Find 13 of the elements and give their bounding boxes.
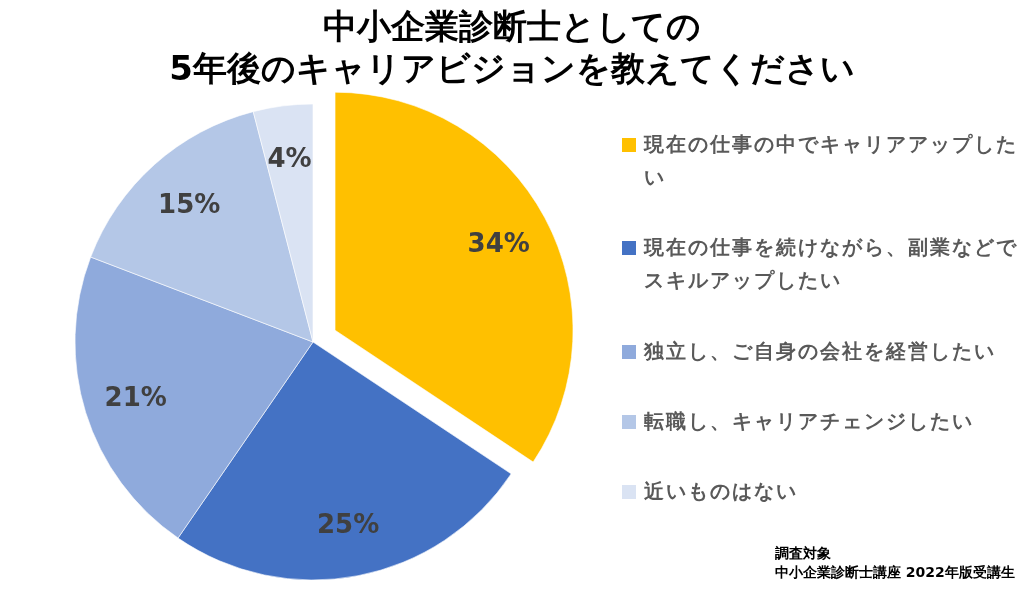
chart-title: 中小企業診断士としての 5年後のキャリアビジョンを教えてください — [169, 6, 855, 88]
text: 中小企業診断士講座 2022年版受講生 — [775, 563, 1015, 582]
data-label: 4% — [267, 142, 312, 173]
data-label: 34% — [467, 227, 530, 258]
legend-label: 現在の仕事を続けながら、副業などでスキルアップしたい — [644, 234, 1019, 295]
data-label: 25% — [317, 509, 380, 540]
data-label: 21% — [104, 382, 167, 413]
data-label: 15% — [158, 188, 221, 219]
legend-label: 現在の仕事の中でキャリアアップしたい — [644, 131, 1019, 191]
text: 調査対象 — [775, 544, 832, 563]
legend-label: 独立し、ご自身の会社を経営したい — [644, 337, 996, 365]
legend-label: 近いものはない — [644, 478, 798, 505]
legend-label: 転職し、キャリアチェンジしたい — [644, 407, 974, 435]
